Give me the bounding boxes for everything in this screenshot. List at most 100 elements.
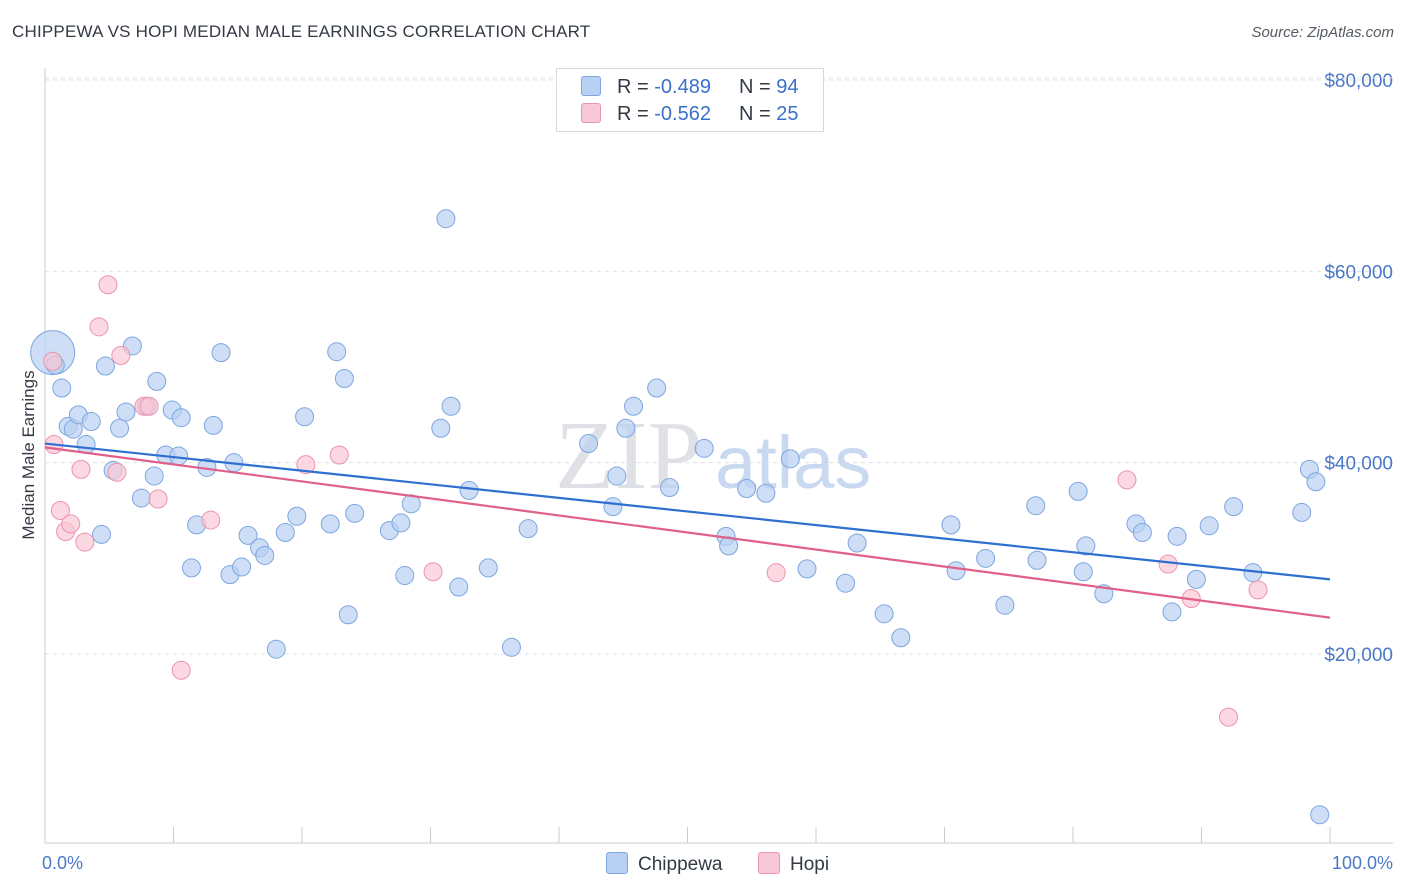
y-tick-label: $80,000	[1324, 71, 1393, 92]
hopi-point	[43, 351, 63, 371]
chippewa-point	[603, 497, 623, 517]
legend-n-value-hopi: 25	[776, 103, 799, 125]
chippewa-point	[203, 415, 223, 435]
bottom-legend-chippewa: Chippewa	[606, 852, 723, 876]
legend-n-label: N =	[738, 103, 777, 125]
chippewa-point	[320, 514, 340, 534]
chippewa-point	[391, 513, 411, 533]
hopi-point	[139, 396, 159, 416]
chippewa-legend-label: Chippewa	[638, 854, 723, 875]
hopi-point	[111, 346, 131, 366]
legend-n-value-chippewa: 94	[776, 76, 799, 98]
hopi-point	[1117, 470, 1137, 490]
hopi-point	[107, 462, 127, 482]
hopi-legend-swatch	[758, 852, 780, 874]
chippewa-swatch	[581, 76, 601, 96]
chippewa-point	[1292, 502, 1312, 522]
chippewa-point	[275, 523, 295, 543]
chippewa-point	[431, 418, 451, 438]
chippewa-point	[694, 438, 714, 458]
chippewa-point	[1076, 536, 1096, 556]
chippewa-point	[1186, 569, 1206, 589]
legend-row-chippewa: R = -0.489 N = 94	[581, 76, 798, 99]
chippewa-point	[780, 449, 800, 469]
chippewa-point	[211, 343, 231, 363]
chippewa-point	[995, 595, 1015, 615]
hopi-point	[61, 514, 81, 534]
chippewa-point	[144, 466, 164, 486]
hopi-point	[329, 445, 349, 465]
chippewa-point	[1199, 516, 1219, 536]
watermark: ZIP atlas	[555, 402, 871, 510]
chippewa-point	[295, 407, 315, 427]
chippewa-point	[255, 545, 275, 565]
chippewa-point	[436, 209, 456, 229]
chippewa-point	[1310, 805, 1330, 825]
chippewa-point	[334, 368, 354, 388]
legend-r-value-hopi: -0.562	[654, 103, 711, 125]
chippewa-point	[459, 480, 479, 500]
chippewa-point	[131, 488, 151, 508]
bottom-legend-hopi: Hopi	[758, 852, 829, 876]
chippewa-point	[441, 396, 461, 416]
y-tick-label: $60,000	[1324, 262, 1393, 283]
chippewa-point	[1027, 550, 1047, 570]
chippewa-point	[147, 371, 167, 391]
chippewa-point	[647, 378, 667, 398]
chippewa-point	[946, 561, 966, 581]
chippewa-point	[1026, 496, 1046, 516]
chippewa-point	[624, 396, 644, 416]
y-tick-label: $40,000	[1324, 454, 1393, 475]
hopi-point	[1248, 580, 1268, 600]
trend-layer	[44, 442, 1331, 619]
chippewa-point	[847, 533, 867, 553]
chippewa-point	[660, 478, 680, 498]
chippewa-point	[797, 559, 817, 579]
chippewa-point	[1306, 472, 1326, 492]
chippewa-point	[181, 558, 201, 578]
hopi-point	[766, 563, 786, 583]
chippewa-point	[1068, 481, 1088, 501]
chippewa-point	[518, 519, 538, 539]
legend-row-hopi: R = -0.562 N = 25	[581, 103, 798, 126]
hopi-point	[423, 562, 443, 582]
chippewa-point	[338, 605, 358, 625]
hopi-point	[201, 510, 221, 530]
chippewa-point	[874, 604, 894, 624]
chippewa-point	[1162, 602, 1182, 622]
chippewa-point	[395, 566, 415, 586]
chippewa-point	[327, 342, 347, 362]
y-axis-label: Median Male Earnings	[19, 370, 38, 539]
hopi-point	[1218, 707, 1238, 727]
x-tick-label-min: 0.0%	[42, 853, 83, 873]
source-label: Source: ZipAtlas.com	[1251, 24, 1394, 41]
chippewa-point	[266, 639, 286, 659]
chippewa-point	[95, 356, 115, 376]
hopi-point	[98, 275, 118, 295]
hopi-point	[148, 489, 168, 509]
chippewa-point	[1167, 526, 1187, 546]
hopi-point	[296, 455, 316, 475]
hopi-point	[1158, 554, 1178, 574]
legend-r-label: R =	[617, 103, 655, 125]
hopi-swatch	[581, 103, 601, 123]
chippewa-point	[891, 628, 911, 648]
chippewa-point	[478, 558, 498, 578]
chippewa-legend-swatch	[606, 852, 628, 874]
legend-r-value-chippewa: -0.489	[654, 76, 711, 98]
chart-title: CHIPPEWA VS HOPI MEDIAN MALE EARNINGS CO…	[12, 22, 591, 41]
legend-r-label: R =	[617, 76, 655, 98]
points-layer	[30, 209, 1330, 825]
chippewa-trend-line	[44, 442, 1331, 581]
chippewa-point	[737, 478, 757, 498]
chippewa-point	[171, 408, 191, 428]
chippewa-point	[579, 434, 599, 454]
chippewa-point	[232, 557, 252, 577]
chippewa-point	[501, 637, 521, 657]
y-tick-label: $20,000	[1324, 645, 1393, 666]
chippewa-point	[449, 577, 469, 597]
chippewa-point	[345, 503, 365, 523]
chippewa-point	[81, 412, 101, 432]
chippewa-point	[941, 515, 961, 535]
